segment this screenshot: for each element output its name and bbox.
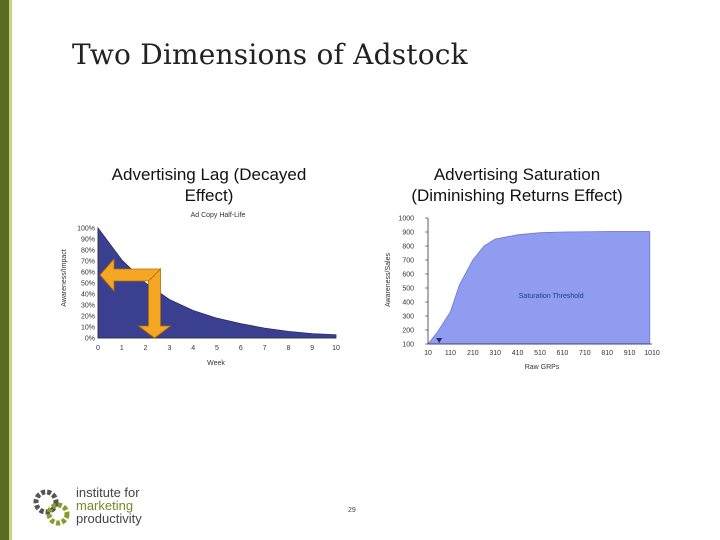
- x-tick-label: 8: [286, 345, 290, 352]
- y-tick-label: 900: [402, 230, 414, 237]
- y-tick-label: 30%: [81, 303, 95, 310]
- y-axis-label: Awareness/Impact: [61, 249, 68, 307]
- right-caption: Advertising Saturation (Diminishing Retu…: [386, 164, 648, 206]
- y-tick-label: 800: [402, 244, 414, 251]
- x-tick-label: 510: [534, 350, 546, 357]
- gear-logo-icon: [33, 489, 70, 526]
- plot-area: 100 200 300 400 500 600 700 800 900 1000 10 110 210 3…: [398, 216, 659, 358]
- x-axis-label: Week: [207, 360, 225, 367]
- y-tick-label: 200: [402, 328, 414, 335]
- logo-wordmark: institute for marketing productivity: [76, 486, 142, 525]
- y-tick-label: 10%: [81, 325, 95, 332]
- left-accent-bar: [0, 0, 9, 540]
- y-tick-label: 90%: [81, 237, 95, 244]
- x-tick-label: 610: [557, 350, 569, 357]
- chart-title: Ad Copy Half-Life: [191, 212, 246, 219]
- saturation-chart: Awareness/Sales Raw GRPs 100 200 300 400 500…: [385, 216, 660, 372]
- slide-title: Two Dimensions of Adstock: [72, 38, 468, 71]
- x-tick-label: 9: [310, 345, 314, 352]
- y-tick-label: 700: [402, 258, 414, 265]
- left-caption-line1: Advertising Lag (Decayed: [111, 165, 307, 184]
- y-axis-label: Awareness/Sales: [385, 253, 392, 307]
- x-tick-label: 310: [489, 350, 501, 357]
- company-logo: institute for marketing productivity: [32, 486, 182, 530]
- x-tick-label: 10: [332, 345, 340, 352]
- x-tick-label: 6: [239, 345, 243, 352]
- x-tick-label: 4: [191, 345, 195, 352]
- y-tick-label: 300: [402, 314, 414, 321]
- x-axis-label: Raw GRPs: [525, 364, 560, 371]
- x-tick-label: 3: [167, 345, 171, 352]
- x-tick-label: 5: [215, 345, 219, 352]
- left-caption-line2: Effect): [184, 186, 234, 205]
- saturation-area: [427, 231, 651, 345]
- y-tick-label: 100%: [77, 226, 95, 233]
- x-tick-label: 710: [579, 350, 591, 357]
- right-caption-line2: (Diminishing Returns Effect): [411, 186, 623, 205]
- y-tick-label: 1000: [398, 216, 414, 223]
- y-tick-label: 70%: [81, 259, 95, 266]
- y-tick-label: 600: [402, 272, 414, 279]
- left-accent-stripe: [9, 0, 12, 540]
- left-arrow-icon: [99, 257, 162, 293]
- y-tick-label: 80%: [81, 248, 95, 255]
- logo-line1: institute for: [76, 485, 140, 500]
- saturation-threshold-label: Saturation Threshold: [519, 293, 584, 300]
- x-tick-label: 410: [512, 350, 524, 357]
- marker-triangle-icon: [436, 338, 443, 343]
- x-tick-label: 7: [263, 345, 267, 352]
- x-tick-label: 0: [96, 345, 100, 352]
- x-tick-label: 1010: [644, 350, 660, 357]
- x-tick-label: 910: [624, 350, 636, 357]
- y-tick-label: 500: [402, 286, 414, 293]
- y-tick-label: 40%: [81, 292, 95, 299]
- y-tick-label: 0%: [85, 336, 95, 343]
- x-tick-label: 1: [120, 345, 124, 352]
- y-tick-label: 400: [402, 300, 414, 307]
- y-tick-label: 100: [402, 342, 414, 349]
- y-tick-label: 20%: [81, 314, 95, 321]
- left-caption: Advertising Lag (Decayed Effect): [88, 164, 330, 206]
- decay-chart: Ad Copy Half-Life Awareness/Impact Week …: [61, 212, 340, 367]
- y-tick-label: 50%: [81, 281, 95, 288]
- logo-line2: marketing: [76, 498, 134, 513]
- logo-line3: productivity: [76, 511, 142, 526]
- x-tick-label: 110: [445, 350, 456, 357]
- decay-area: [97, 226, 337, 339]
- x-tick-label: 2: [144, 345, 148, 352]
- page-number: 29: [348, 507, 356, 514]
- right-caption-line1: Advertising Saturation: [433, 165, 601, 184]
- x-tick-label: 810: [601, 350, 613, 357]
- x-tick-label: 210: [467, 350, 479, 357]
- down-arrow-icon: [137, 268, 172, 339]
- y-tick-label: 60%: [81, 270, 95, 277]
- x-tick-label: 10: [424, 350, 432, 357]
- plot-area: 0% 10% 20% 30% 40% 50% 60% 70% 80% 90% 100% 0 1 2 3 4 5 6…: [77, 226, 340, 353]
